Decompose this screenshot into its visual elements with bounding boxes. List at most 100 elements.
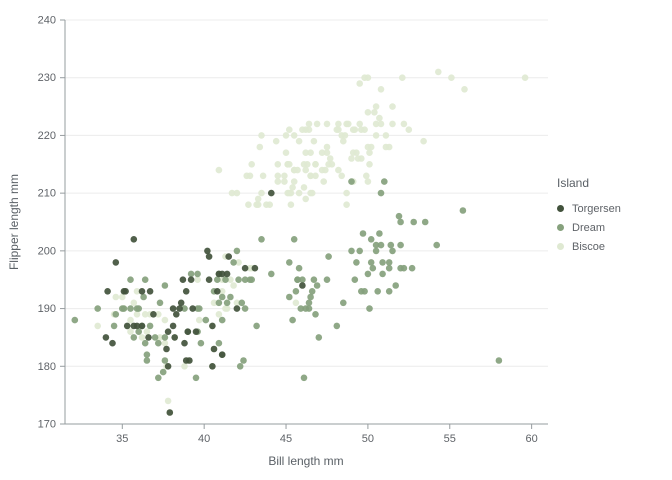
point-dream <box>196 305 203 312</box>
point-biscoe <box>385 143 393 151</box>
point-biscoe <box>274 172 282 180</box>
point-dream <box>286 259 293 266</box>
point-dream <box>325 253 332 260</box>
point-biscoe <box>243 172 250 180</box>
point-dream <box>351 276 359 284</box>
point-biscoe <box>133 311 141 318</box>
point-biscoe <box>323 120 331 128</box>
point-biscoe <box>349 149 357 156</box>
point-torgersen <box>189 305 196 312</box>
point-dream <box>133 305 141 312</box>
point-biscoe <box>245 201 252 208</box>
point-torgersen <box>182 288 190 295</box>
point-torgersen <box>214 288 221 295</box>
point-torgersen <box>146 288 154 295</box>
point-dream <box>141 276 149 284</box>
point-dream <box>389 247 396 255</box>
point-dream <box>135 328 142 336</box>
point-biscoe <box>119 293 126 301</box>
point-biscoe <box>196 316 203 324</box>
point-dream <box>241 276 249 284</box>
point-dream <box>433 241 441 249</box>
point-dream <box>364 270 372 278</box>
point-biscoe <box>299 126 306 133</box>
point-biscoe <box>289 184 296 191</box>
point-dream <box>146 322 154 330</box>
point-biscoe <box>235 259 242 266</box>
point-biscoe <box>305 126 313 133</box>
point-torgersen <box>187 276 195 284</box>
point-dream <box>294 276 301 284</box>
point-dream <box>112 311 120 318</box>
point-dream <box>289 316 296 324</box>
point-biscoe <box>382 132 390 139</box>
point-biscoe <box>254 195 262 203</box>
point-biscoe <box>233 299 241 307</box>
point-biscoe <box>356 120 364 128</box>
point-biscoe <box>349 126 357 133</box>
point-biscoe <box>127 328 134 336</box>
point-biscoe <box>354 155 362 162</box>
point-biscoe <box>181 363 188 370</box>
point-dream <box>299 276 306 284</box>
point-biscoe <box>300 184 308 191</box>
legend: Island Torgersen Dream Biscoe <box>557 176 621 256</box>
legend-label: Torgersen <box>572 202 621 215</box>
point-biscoe <box>286 161 293 168</box>
point-dream <box>333 322 341 330</box>
point-torgersen <box>104 288 111 295</box>
point-dream <box>192 374 200 382</box>
y-tick-label: 230 <box>38 72 56 84</box>
point-biscoe <box>320 178 328 185</box>
point-dream <box>290 236 298 243</box>
point-biscoe <box>248 161 255 168</box>
point-biscoe <box>194 276 201 284</box>
point-biscoe <box>143 328 151 336</box>
point-biscoe <box>399 74 406 81</box>
point-torgersen <box>204 247 211 255</box>
point-biscoe <box>290 166 298 174</box>
point-dream <box>379 259 386 266</box>
point-biscoe <box>461 86 468 93</box>
point-dream <box>268 270 275 278</box>
point-torgersen <box>177 299 185 307</box>
point-torgersen <box>223 270 231 278</box>
point-dream <box>143 351 151 359</box>
point-biscoe <box>364 178 372 185</box>
point-biscoe <box>521 74 529 81</box>
x-axis-title: Bill length mm <box>268 454 344 468</box>
point-dream <box>376 230 383 237</box>
point-biscoe <box>361 126 368 133</box>
point-dream <box>227 293 234 301</box>
point-torgersen <box>166 409 174 416</box>
point-dream <box>235 276 242 284</box>
point-biscoe <box>313 120 321 128</box>
point-torgersen <box>173 311 180 318</box>
point-biscoe <box>287 201 295 208</box>
x-tick-label: 35 <box>116 433 128 445</box>
point-torgersen <box>130 322 138 330</box>
point-dream <box>366 305 373 312</box>
legend-item-torgersen: Torgersen <box>557 199 621 218</box>
point-dream <box>385 288 393 295</box>
point-dream <box>356 247 364 255</box>
point-dream <box>215 299 223 307</box>
legend-item-biscoe: Biscoe <box>557 237 621 256</box>
point-torgersen <box>163 345 170 353</box>
legend-label: Dream <box>572 221 606 234</box>
point-biscoe <box>372 132 380 139</box>
point-biscoe <box>259 172 267 180</box>
point-torgersen <box>192 328 200 336</box>
point-dream <box>240 357 247 364</box>
legend-item-dream: Dream <box>557 218 621 237</box>
point-dream <box>258 236 265 243</box>
point-biscoe <box>302 166 310 174</box>
point-dream <box>353 259 360 266</box>
legend-swatch-biscoe <box>557 243 564 250</box>
point-biscoe <box>228 189 236 197</box>
point-dream <box>297 305 305 312</box>
point-biscoe <box>366 149 373 156</box>
y-axis-title: Flipper length mm <box>7 173 21 271</box>
